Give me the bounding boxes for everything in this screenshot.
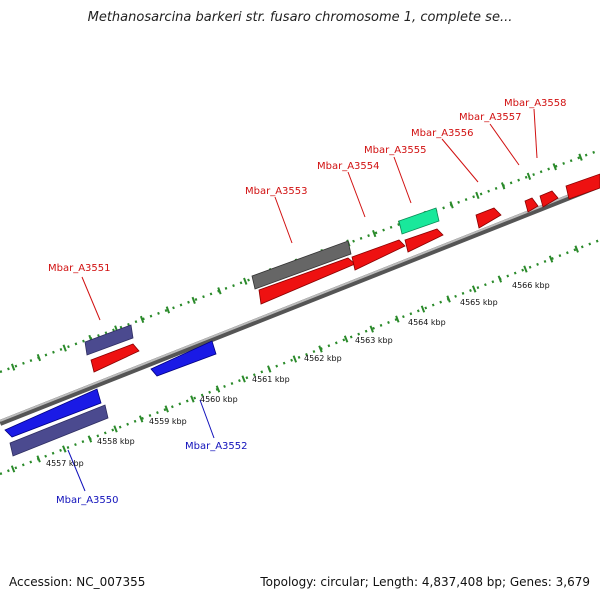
map-title: Methanosarcina barkeri str. fusaro chrom… (87, 10, 513, 25)
scale-tick (164, 405, 169, 413)
kbp-label-4566: 4566 kbp (512, 281, 550, 290)
kbp-label-4564: 4564 kbp (408, 318, 446, 327)
feature-arrows (4, 173, 600, 457)
scale-tick (471, 285, 477, 293)
gene-arrow[interactable] (351, 239, 406, 271)
topology-text: Topology: circular; Length: 4,837,408 bp… (260, 575, 590, 589)
kbp-label-4562: 4562 kbp (304, 354, 342, 363)
scale-tick (420, 305, 426, 313)
gene-arrow[interactable] (4, 388, 102, 438)
gene-label-3557[interactable]: Mbar_A3557 (459, 112, 522, 123)
scale-tick (449, 201, 454, 209)
kbp-label-4561: 4561 kbp (252, 375, 290, 384)
scale-tick (241, 375, 246, 383)
kbp-label-4563: 4563 kbp (355, 336, 393, 345)
scale-tick (372, 229, 377, 238)
scale-tick (267, 365, 272, 373)
scale-tick (62, 445, 67, 453)
kbp-label-4557: 4557 kbp (46, 459, 84, 468)
scale-tick (87, 435, 93, 443)
scale-tick (10, 363, 16, 371)
gene-arrow[interactable] (90, 343, 140, 373)
scale-tick (113, 425, 118, 433)
accession-text: Accession: NC_007355 (9, 575, 146, 589)
gene-label-3556[interactable]: Mbar_A3556 (411, 128, 474, 139)
scale-tick (62, 344, 67, 352)
gene-arrow[interactable] (150, 340, 217, 377)
scale-tick (578, 153, 583, 161)
scale-tick (395, 315, 400, 323)
scale-tick (36, 455, 41, 463)
kbp-label-4560: 4560 kbp (200, 395, 238, 404)
gene-label-3555[interactable]: Mbar_A3555 (364, 145, 427, 156)
scale-tick (526, 172, 532, 180)
scale-tick (552, 163, 557, 171)
gene-label-3554[interactable]: Mbar_A3554 (317, 161, 380, 172)
gene-label-3550[interactable]: Mbar_A3550 (56, 495, 119, 506)
scale-tick (574, 245, 579, 253)
feature-bar[interactable] (84, 324, 134, 356)
scale-tick (36, 353, 42, 362)
scale-tick (500, 182, 506, 190)
scale-tick (139, 315, 145, 324)
scale-tick (138, 415, 144, 423)
gene-arrow[interactable] (404, 228, 444, 253)
gene-arrow[interactable] (524, 197, 539, 213)
feature-bar[interactable] (251, 240, 352, 290)
scale-tick (292, 355, 298, 363)
scale-tick (243, 277, 248, 285)
scale-tick (523, 265, 528, 273)
scale-tick (165, 306, 171, 314)
gene-label-3553[interactable]: Mbar_A3553 (245, 186, 308, 197)
label-leaders (67, 108, 538, 492)
scale-tick (369, 325, 374, 333)
gene-arrow[interactable] (539, 190, 559, 208)
feature-bar[interactable] (9, 404, 109, 457)
kbp-label-4559: 4559 kbp (149, 417, 187, 426)
chromosome-backbone (0, 182, 600, 422)
scale-tick (497, 275, 503, 283)
gene-label-3551[interactable]: Mbar_A3551 (48, 263, 111, 274)
kbp-label-4565: 4565 kbp (460, 298, 498, 307)
kbp-label-4558: 4558 kbp (97, 437, 135, 446)
gene-label-3552[interactable]: Mbar_A3552 (185, 441, 248, 452)
scale-tick (215, 385, 221, 393)
scale-tick (217, 287, 222, 295)
chromosome-backbone-shadow (0, 182, 600, 426)
gene-label-3558[interactable]: Mbar_A3558 (504, 98, 567, 109)
scale-tick (446, 295, 451, 303)
feature-bar[interactable] (398, 207, 440, 235)
scale-tick (318, 345, 323, 353)
gene-arrow[interactable] (475, 207, 502, 229)
scale-tick (10, 465, 16, 473)
scale-tick (191, 296, 196, 304)
gene-arrow[interactable] (565, 173, 600, 200)
scale-tick (548, 255, 554, 263)
scale-tick (475, 191, 480, 200)
scale-tick (343, 335, 349, 343)
scale-tick (190, 395, 195, 403)
